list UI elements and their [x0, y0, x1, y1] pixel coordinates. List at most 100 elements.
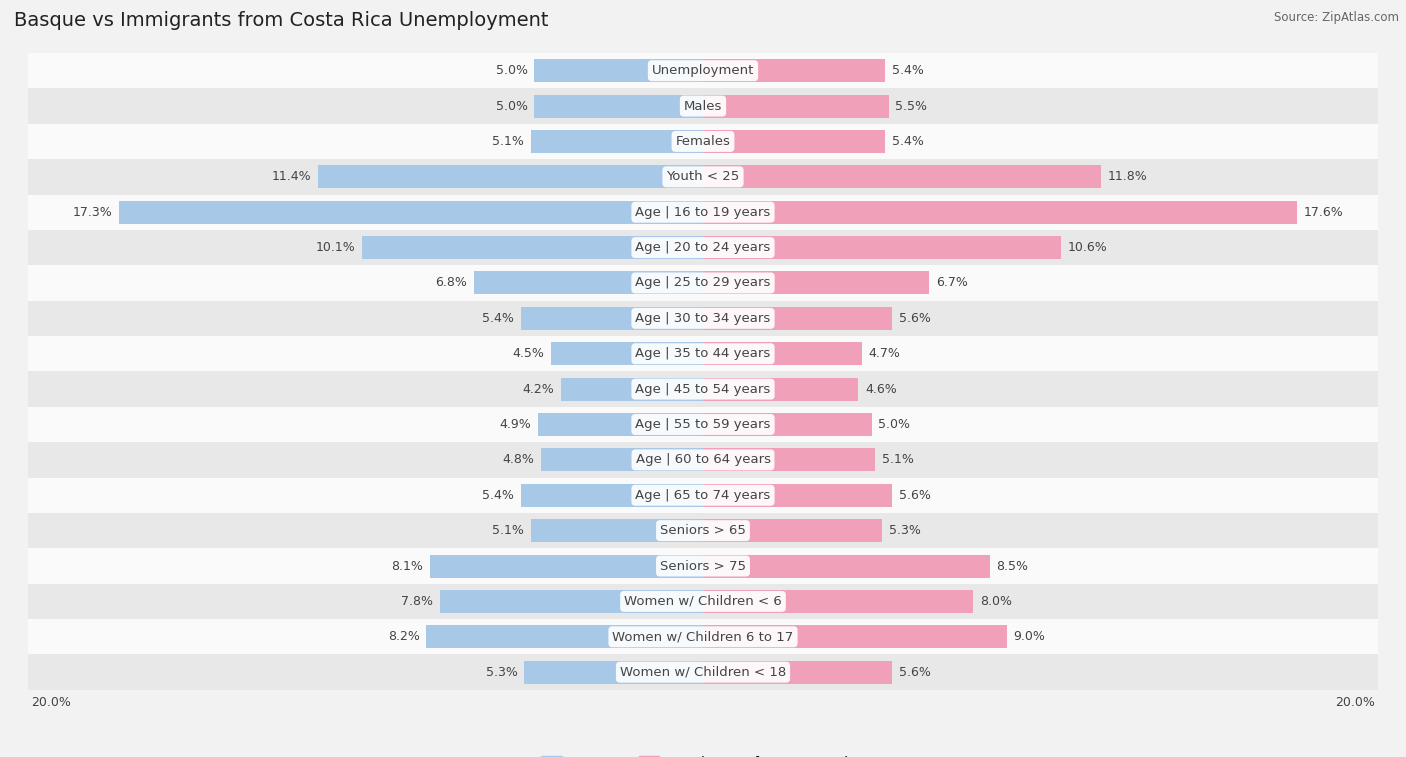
Text: 7.8%: 7.8% [401, 595, 433, 608]
Bar [520, 484, 703, 506]
Bar [28, 301, 1378, 336]
Bar [28, 655, 1378, 690]
Text: 8.0%: 8.0% [980, 595, 1012, 608]
Bar [28, 265, 1378, 301]
Text: 6.7%: 6.7% [936, 276, 967, 289]
Bar [703, 201, 1296, 224]
Text: 11.8%: 11.8% [1108, 170, 1147, 183]
Text: Women w/ Children < 6: Women w/ Children < 6 [624, 595, 782, 608]
Text: 8.1%: 8.1% [391, 559, 423, 572]
Bar [531, 519, 703, 542]
Text: 9.0%: 9.0% [1014, 631, 1045, 643]
Bar [561, 378, 703, 400]
Text: Age | 65 to 74 years: Age | 65 to 74 years [636, 489, 770, 502]
Bar [703, 661, 891, 684]
Bar [28, 159, 1378, 195]
Text: 4.2%: 4.2% [523, 382, 554, 396]
Text: Basque vs Immigrants from Costa Rica Unemployment: Basque vs Immigrants from Costa Rica Une… [14, 11, 548, 30]
Bar [703, 484, 891, 506]
Bar [703, 625, 1007, 648]
Text: Seniors > 75: Seniors > 75 [659, 559, 747, 572]
Text: Age | 35 to 44 years: Age | 35 to 44 years [636, 347, 770, 360]
Text: Age | 16 to 19 years: Age | 16 to 19 years [636, 206, 770, 219]
Bar [430, 555, 703, 578]
Text: Women w/ Children 6 to 17: Women w/ Children 6 to 17 [613, 631, 793, 643]
Bar [28, 336, 1378, 372]
Text: 4.7%: 4.7% [869, 347, 900, 360]
Bar [28, 195, 1378, 230]
Bar [703, 307, 891, 330]
Legend: Basque, Immigrants from Costa Rica: Basque, Immigrants from Costa Rica [536, 750, 870, 757]
Text: 4.8%: 4.8% [502, 453, 534, 466]
Text: 20.0%: 20.0% [31, 696, 72, 709]
Bar [703, 130, 886, 153]
Bar [318, 165, 703, 188]
Text: 5.0%: 5.0% [495, 100, 527, 113]
Text: Age | 55 to 59 years: Age | 55 to 59 years [636, 418, 770, 431]
Text: Youth < 25: Youth < 25 [666, 170, 740, 183]
Bar [703, 590, 973, 613]
Bar [703, 555, 990, 578]
Bar [28, 513, 1378, 548]
Text: 17.6%: 17.6% [1303, 206, 1343, 219]
Text: 5.1%: 5.1% [882, 453, 914, 466]
Bar [28, 478, 1378, 513]
Text: 5.6%: 5.6% [898, 665, 931, 679]
Bar [703, 378, 858, 400]
Bar [537, 413, 703, 436]
Text: 5.3%: 5.3% [889, 524, 921, 537]
Bar [120, 201, 703, 224]
Text: 5.0%: 5.0% [495, 64, 527, 77]
Text: 5.1%: 5.1% [492, 135, 524, 148]
Bar [703, 236, 1060, 259]
Bar [703, 95, 889, 117]
Bar [703, 448, 875, 472]
Bar [703, 519, 882, 542]
Bar [531, 130, 703, 153]
Text: 5.6%: 5.6% [898, 312, 931, 325]
Text: 4.9%: 4.9% [499, 418, 531, 431]
Text: 8.2%: 8.2% [388, 631, 419, 643]
Text: 10.6%: 10.6% [1067, 241, 1107, 254]
Text: 5.1%: 5.1% [492, 524, 524, 537]
Text: 20.0%: 20.0% [1334, 696, 1375, 709]
Text: 5.4%: 5.4% [891, 64, 924, 77]
Bar [703, 59, 886, 83]
Bar [28, 548, 1378, 584]
Text: 5.4%: 5.4% [891, 135, 924, 148]
Bar [551, 342, 703, 365]
Text: Source: ZipAtlas.com: Source: ZipAtlas.com [1274, 11, 1399, 24]
Text: Unemployment: Unemployment [652, 64, 754, 77]
Bar [703, 272, 929, 294]
Bar [28, 584, 1378, 619]
Text: 5.4%: 5.4% [482, 489, 515, 502]
Bar [28, 407, 1378, 442]
Bar [520, 307, 703, 330]
Text: 5.3%: 5.3% [485, 665, 517, 679]
Text: 5.5%: 5.5% [896, 100, 928, 113]
Text: 5.6%: 5.6% [898, 489, 931, 502]
Text: 6.8%: 6.8% [434, 276, 467, 289]
Text: 4.5%: 4.5% [513, 347, 544, 360]
Bar [28, 53, 1378, 89]
Bar [524, 661, 703, 684]
Bar [28, 372, 1378, 407]
Text: 17.3%: 17.3% [73, 206, 112, 219]
Bar [440, 590, 703, 613]
Bar [426, 625, 703, 648]
Text: 8.5%: 8.5% [997, 559, 1029, 572]
Bar [474, 272, 703, 294]
Bar [28, 230, 1378, 265]
Text: 10.1%: 10.1% [316, 241, 356, 254]
Text: 11.4%: 11.4% [271, 170, 312, 183]
Text: Age | 20 to 24 years: Age | 20 to 24 years [636, 241, 770, 254]
Text: 4.6%: 4.6% [865, 382, 897, 396]
Text: Females: Females [675, 135, 731, 148]
Bar [28, 442, 1378, 478]
Bar [28, 123, 1378, 159]
Bar [534, 95, 703, 117]
Text: 5.4%: 5.4% [482, 312, 515, 325]
Text: 5.0%: 5.0% [879, 418, 911, 431]
Text: Seniors > 65: Seniors > 65 [659, 524, 747, 537]
Bar [541, 448, 703, 472]
